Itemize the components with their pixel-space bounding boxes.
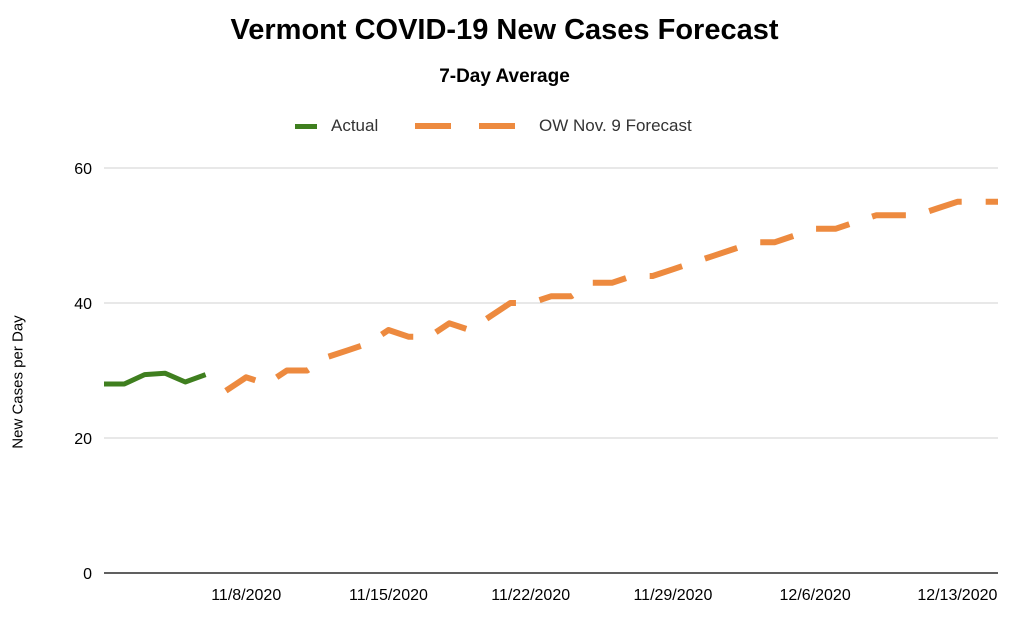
legend: Actual OW Nov. 9 Forecast [0,113,1009,139]
y-tick-label: 60 [74,161,92,178]
legend-label-forecast: OW Nov. 9 Forecast [539,116,692,135]
chart-subtitle: 7-Day Average [439,66,570,87]
x-tick-label: 11/29/2020 [633,587,712,604]
legend-swatch-actual [295,123,317,129]
tick-labels: 0 20 40 60 11/8/2020 11/15/2020 11/22/2020 11/2… [74,161,997,604]
x-tick-label: 11/8/2020 [211,587,281,604]
x-tick-label: 12/13/2020 [917,587,997,604]
chart-title: Vermont COVID-19 New Cases Forecast [230,14,779,46]
y-tick-label: 20 [74,431,92,448]
legend-swatch-forecast [415,123,525,129]
x-tick-label: 11/15/2020 [349,587,428,604]
y-tick-label: 0 [83,566,92,583]
x-tick-label: 11/22/2020 [491,587,570,604]
series-lines [104,198,998,394]
legend-item-forecast[interactable]: OW Nov. 9 Forecast [415,113,692,139]
legend-label-actual: Actual [331,116,379,135]
gridlines [104,167,998,439]
legend-item-actual[interactable]: Actual [295,113,378,139]
x-tick-label: 12/6/2020 [780,587,851,604]
series-forecast-line [224,198,998,394]
y-tick-label: 40 [74,296,92,313]
series-actual-line [104,370,207,387]
